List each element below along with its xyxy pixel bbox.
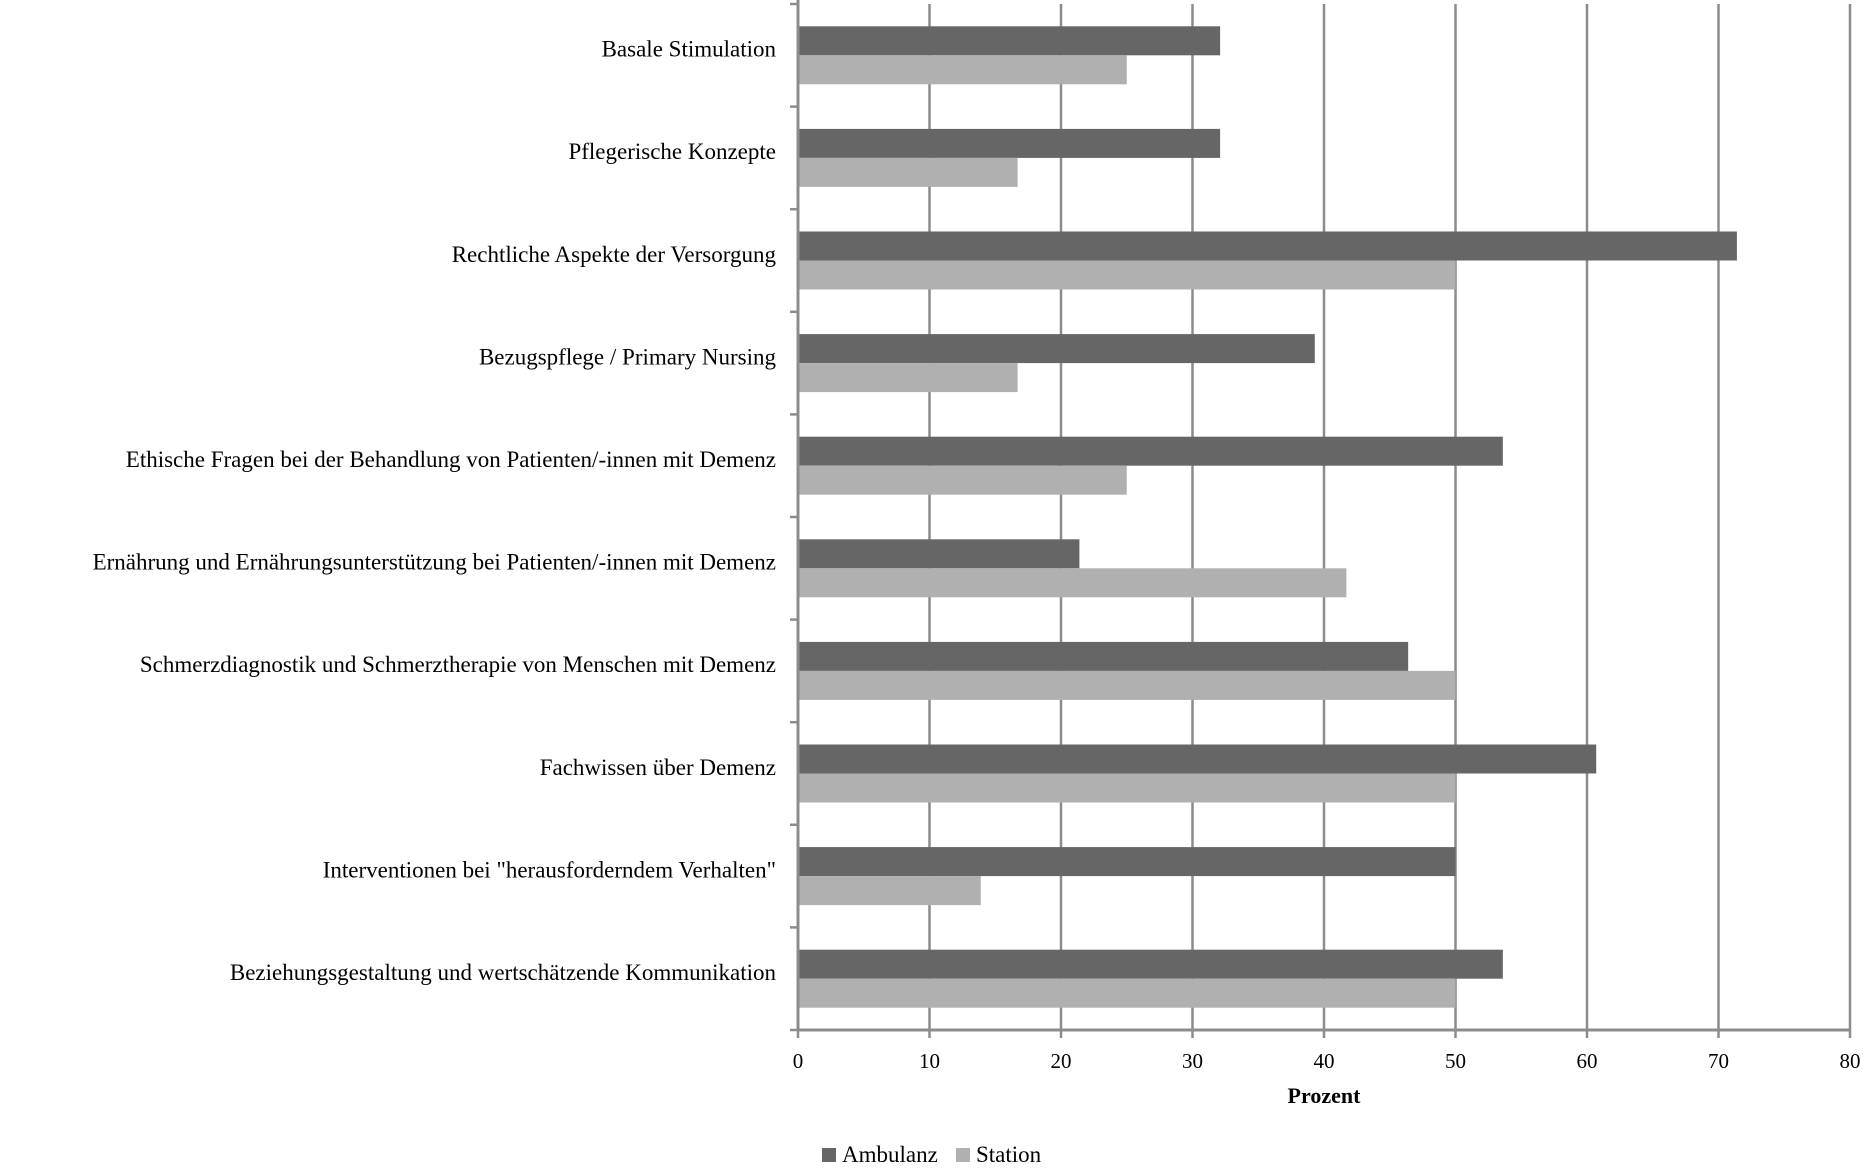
legend-swatch-ambulanz	[822, 1148, 836, 1162]
bar-ambulanz-0	[798, 26, 1221, 56]
category-labels: Basale Stimulation Pflegerische Konzepte R…	[93, 37, 777, 985]
bar-ambulanz-8	[798, 847, 1456, 877]
bar-station-5	[798, 568, 1347, 598]
bar-ambulanz-2	[798, 231, 1737, 261]
legend: Ambulanz Station	[822, 1142, 1042, 1167]
x-tick-label-50: 50	[1445, 1049, 1466, 1073]
x-tick-label-80: 80	[1840, 1049, 1861, 1073]
bar-station-6	[798, 670, 1456, 700]
category-label-7: Fachwissen über Demenz	[540, 755, 776, 780]
category-label-9: Beziehungsgestaltung und wertschätzende …	[230, 960, 777, 985]
bar-station-8	[798, 876, 981, 906]
x-tick-label-60: 60	[1577, 1049, 1598, 1073]
bar-ambulanz-7	[798, 744, 1597, 774]
bar-station-2	[798, 260, 1456, 290]
legend-swatch-station	[956, 1148, 970, 1162]
category-label-4: Ethische Fragen bei der Behandlung von P…	[126, 447, 776, 472]
x-axis-title: Prozent	[1288, 1083, 1362, 1108]
x-tick-label-10: 10	[919, 1049, 940, 1073]
bar-ambulanz-1	[798, 128, 1221, 158]
x-tick-label-30: 30	[1182, 1049, 1203, 1073]
bar-ambulanz-9	[798, 949, 1503, 979]
category-label-6: Schmerzdiagnostik und Schmerztherapie vo…	[140, 652, 776, 677]
x-tick-label-40: 40	[1314, 1049, 1335, 1073]
legend-label-station: Station	[976, 1142, 1042, 1167]
bar-ambulanz-4	[798, 436, 1503, 466]
bar-station-0	[798, 55, 1127, 85]
bars	[798, 26, 1737, 1008]
bar-station-7	[798, 773, 1456, 803]
category-label-0: Basale Stimulation	[602, 37, 777, 62]
x-tick-label-70: 70	[1708, 1049, 1729, 1073]
bar-station-9	[798, 978, 1456, 1008]
bar-station-1	[798, 157, 1018, 187]
category-label-3: Bezugspflege / Primary Nursing	[479, 344, 777, 369]
category-label-8: Interventionen bei "herausforderndem Ver…	[323, 857, 776, 882]
x-tick-label-0: 0	[793, 1049, 804, 1073]
category-label-1: Pflegerische Konzepte	[568, 139, 776, 164]
x-tick-labels: 0 10 20 30 40 50 60 70 80	[793, 1049, 1861, 1073]
x-tick-label-20: 20	[1051, 1049, 1072, 1073]
bar-ambulanz-6	[798, 641, 1409, 671]
bar-ambulanz-5	[798, 539, 1080, 569]
category-label-5: Ernährung und Ernährungsunterstützung be…	[93, 550, 776, 575]
gridlines	[928, 4, 1852, 1030]
bar-station-3	[798, 363, 1018, 393]
bar-station-4	[798, 465, 1127, 495]
legend-label-ambulanz: Ambulanz	[842, 1142, 938, 1167]
category-label-2: Rechtliche Aspekte der Versorgung	[452, 242, 777, 267]
bar-ambulanz-3	[798, 334, 1315, 364]
axes	[790, 0, 1852, 1038]
